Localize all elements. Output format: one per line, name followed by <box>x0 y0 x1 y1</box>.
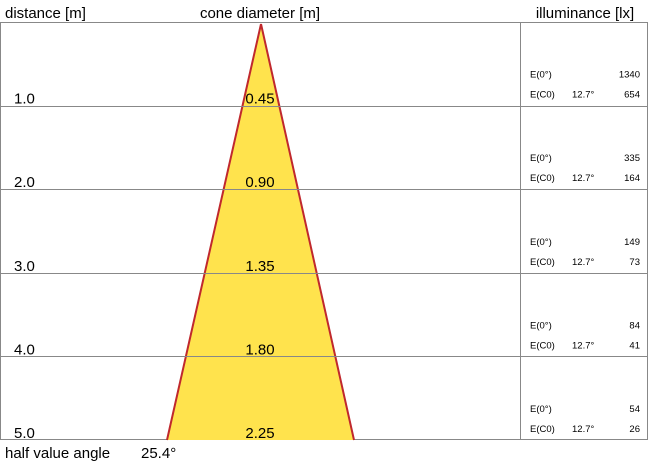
e0-label: E(0°) <box>530 320 552 331</box>
ec0-label: E(C0) <box>530 173 555 184</box>
cone-diameter: 0.90 <box>245 174 274 191</box>
ec0-value: 654 <box>624 90 640 101</box>
e0-value: 335 <box>624 153 640 164</box>
angle: 12.7° <box>572 257 594 268</box>
e0-value: 54 <box>629 404 640 415</box>
e0-value: 1340 <box>619 70 640 81</box>
angle: 12.7° <box>572 90 594 101</box>
e0-label: E(0°) <box>530 70 552 81</box>
header-illuminance: illuminance [lx] <box>536 5 634 22</box>
ec0-label: E(C0) <box>530 424 555 435</box>
footer-value: 25.4° <box>141 445 176 462</box>
distance: 3.0 <box>14 258 35 275</box>
ec0-value: 73 <box>629 257 640 268</box>
distance: 4.0 <box>14 341 35 358</box>
cone-diameter: 2.25 <box>245 425 274 442</box>
cone <box>167 24 354 440</box>
ec0-label: E(C0) <box>530 90 555 101</box>
footer-label: half value angle <box>5 445 110 462</box>
cone-diameter: 0.45 <box>245 91 274 108</box>
ec0-value: 41 <box>629 340 640 351</box>
e0-label: E(0°) <box>530 237 552 248</box>
ec0-value: 26 <box>629 424 640 435</box>
cone-edge <box>260 23 355 441</box>
distance: 5.0 <box>14 425 35 442</box>
header-diameter: cone diameter [m] <box>200 5 320 22</box>
ec0-label: E(C0) <box>530 340 555 351</box>
distance: 1.0 <box>14 91 35 108</box>
ec0-label: E(C0) <box>530 257 555 268</box>
e0-label: E(0°) <box>530 404 552 415</box>
angle: 12.7° <box>572 340 594 351</box>
e0-value: 149 <box>624 237 640 248</box>
ec0-value: 164 <box>624 173 640 184</box>
cone-edge <box>166 23 262 441</box>
e0-label: E(0°) <box>530 153 552 164</box>
cone-diameter: 1.35 <box>245 258 274 275</box>
distance: 2.0 <box>14 174 35 191</box>
e0-value: 84 <box>629 320 640 331</box>
header-distance: distance [m] <box>5 5 86 22</box>
cone-diameter: 1.80 <box>245 341 274 358</box>
angle: 12.7° <box>572 173 594 184</box>
angle: 12.7° <box>572 424 594 435</box>
